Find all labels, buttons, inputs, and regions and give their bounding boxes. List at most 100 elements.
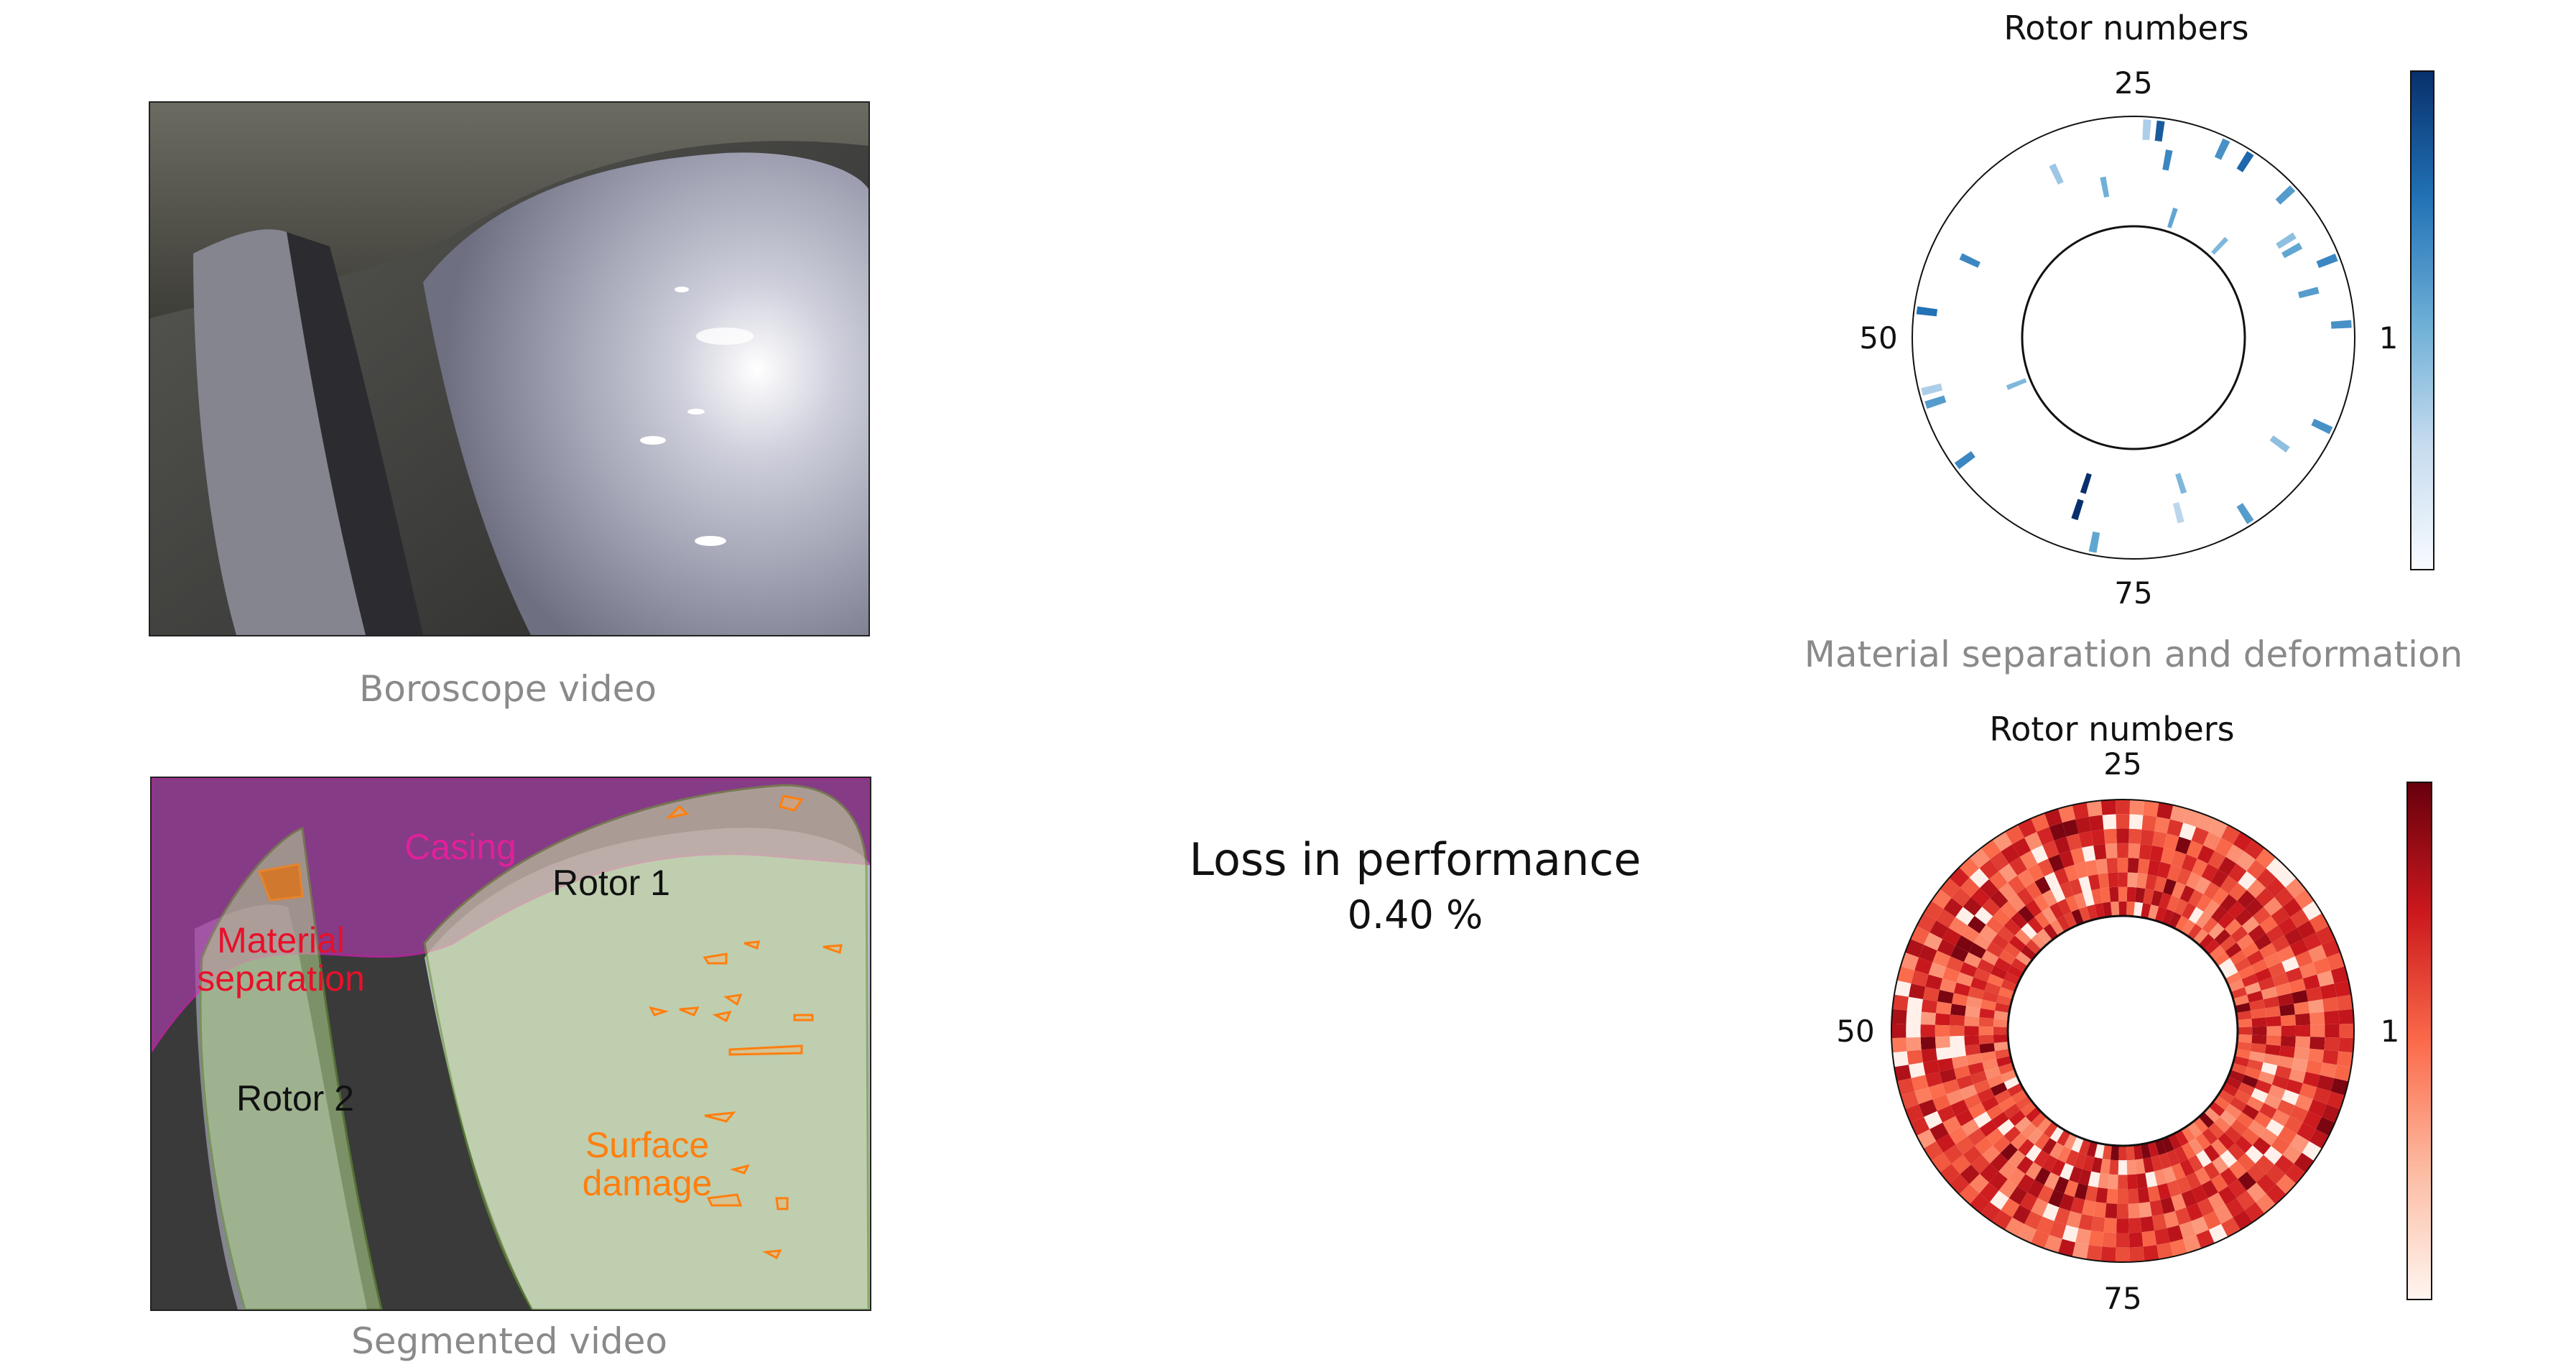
red-cell [2282,898,2302,917]
red-cell [1906,1010,1922,1025]
red-cell [2024,1210,2043,1230]
red-cell [2160,848,2175,865]
red-cell [2188,889,2204,907]
red-cell [2100,800,2116,815]
red-cell [1982,898,2001,917]
red-cell [2015,1095,2032,1111]
red-cell [2034,1167,2051,1185]
red-cell [2085,1185,2098,1203]
boroscope-video[interactable] [149,101,870,636]
red-cell [1950,1099,1969,1116]
red-cell [2086,904,2098,921]
red-cell [2326,952,2345,970]
red-cell [2274,1065,2292,1080]
red-cell [1950,1045,1966,1058]
red-cell [2176,868,2192,886]
red-cell [1987,973,2004,987]
red-cell [2059,851,2075,868]
red-cell [1946,1089,1964,1106]
red-cell [2082,1200,2096,1217]
chart-red-title: Rotor numbers [1989,710,2235,749]
red-cell [1977,958,1995,974]
red-cell [2279,1045,2295,1058]
segmented-video[interactable]: Casing Material separation Rotor 1 Rotor… [150,777,871,1311]
red-cell [2193,928,2209,945]
red-cell [2324,1037,2340,1052]
red-cell [1928,1083,1947,1100]
red-cell [1896,966,1915,984]
red-cell [2228,1160,2247,1180]
rotor2-label: Rotor 2 [236,1078,354,1118]
red-cell [1906,996,1923,1012]
red-cell [2186,1203,2203,1221]
red-cell [1963,897,1983,916]
red-cell [2246,1163,2266,1183]
red-cell [2159,1152,2172,1169]
red-cell [2060,1163,2075,1180]
red-cell [2221,965,2238,979]
red-cell [2007,965,2024,979]
red-cell [1998,1160,2017,1180]
red-cell [2134,1159,2146,1175]
red-cell [2133,1144,2144,1160]
red-cell [2011,1089,2028,1104]
red-cell [2015,951,2032,967]
red-cell [1896,1078,1915,1095]
red-cell [2115,1247,2131,1262]
red-cell [2037,1117,2052,1134]
red-cell [2031,933,2047,950]
red-cell [1964,1035,1980,1046]
red-cell [2280,1014,2296,1027]
blue-cell [2211,236,2229,255]
red-cell [1908,1062,1926,1078]
red-cell [2277,1055,2294,1069]
red-cell [1979,1042,1995,1054]
red-cell [2037,858,2054,877]
red-cell [1925,974,1943,991]
red-cell [1998,986,2015,999]
rotor2-overlay [199,827,383,1310]
red-cell [2308,1048,2325,1063]
red-cell [1970,1070,1988,1085]
red-cell [2185,871,2202,890]
red-cell [1993,1034,2009,1043]
red-cell [2202,832,2221,851]
red-cell [2255,1079,2272,1094]
red-cell [2252,907,2271,925]
red-cell [1940,978,1957,993]
red-cell [2241,1128,2260,1146]
red-cell [1935,1024,1950,1037]
red-cell [2230,1096,2247,1112]
red-cell [2210,905,2228,923]
red-cell [2162,909,2174,926]
red-cell [2100,887,2111,903]
red-cell [1973,1111,1992,1129]
red-cell [2088,1231,2104,1247]
red-cell [2108,872,2118,888]
red-cell [2018,1139,2035,1157]
red-cell [2201,863,2218,882]
red-cell [2203,1144,2220,1162]
red-cell [2271,1075,2289,1090]
red-cell [2221,1083,2238,1097]
red-cell [2278,917,2297,936]
red-cell [2255,1154,2275,1175]
red-cell [2140,829,2155,846]
blue-cell [1924,395,1947,409]
red-cell [1935,1013,1951,1026]
red-cell [2228,979,2245,992]
red-cell [1997,1118,2015,1136]
red-cell [2116,843,2129,858]
red-cell [2136,1173,2148,1189]
red-cell [2225,972,2242,986]
red-cell [2126,886,2136,902]
red-cell [2294,1047,2310,1060]
red-cell [2127,858,2139,874]
chart-blue: 1 25 50 75 [1859,65,2398,611]
red-cell [1990,1190,2009,1210]
red-cell [2118,1145,2127,1161]
red-cell [2274,887,2294,907]
red-cell [1969,1174,1989,1194]
red-cell [2179,823,2197,841]
red-cell [2259,1128,2279,1146]
